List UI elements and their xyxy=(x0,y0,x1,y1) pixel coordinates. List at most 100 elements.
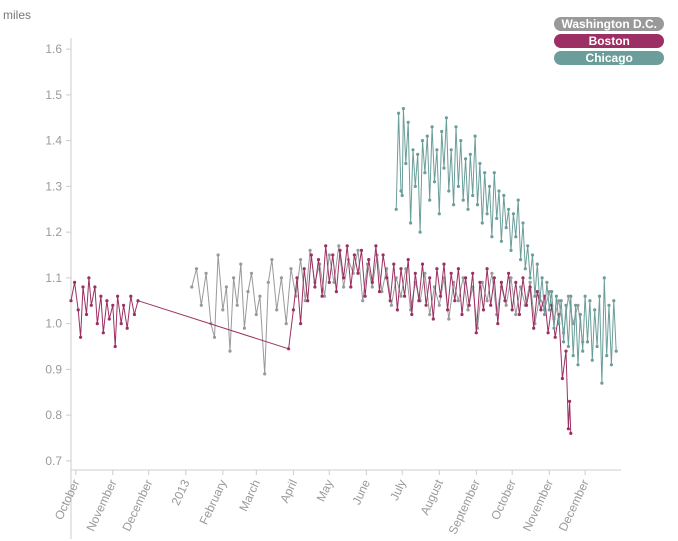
data-point-washington-d-c xyxy=(437,303,441,307)
data-point-chicago xyxy=(554,294,559,298)
data-point-chicago xyxy=(409,221,413,225)
data-point-chicago xyxy=(437,212,441,216)
data-point-boston xyxy=(331,253,335,257)
data-point-washington-d-c xyxy=(399,294,403,298)
data-point-washington-d-c xyxy=(566,294,571,298)
data-point-boston xyxy=(359,248,364,252)
data-point-chicago xyxy=(564,303,568,307)
data-point-boston xyxy=(295,276,299,280)
data-point-chicago xyxy=(538,299,542,303)
data-point-washington-d-c xyxy=(514,312,518,317)
data-point-chicago xyxy=(528,276,532,280)
data-point-boston xyxy=(313,285,317,289)
data-point-washington-d-c xyxy=(216,253,220,257)
data-point-boston xyxy=(363,294,367,298)
data-point-chicago xyxy=(442,166,446,170)
data-point-boston xyxy=(107,317,111,321)
x-tick-label: April xyxy=(277,477,300,505)
y-tick-label: 0.7 xyxy=(45,454,62,468)
data-point-washington-d-c xyxy=(284,322,288,326)
data-point-boston xyxy=(399,267,403,271)
data-point-chicago xyxy=(454,125,458,129)
x-tick-label: December xyxy=(119,477,155,533)
data-point-chicago xyxy=(400,193,404,198)
data-point-boston xyxy=(370,280,374,284)
legend-item-boston[interactable]: Boston xyxy=(554,34,664,48)
data-point-chicago xyxy=(581,349,585,353)
data-point-boston xyxy=(291,308,295,312)
data-point-chicago xyxy=(595,344,599,349)
y-tick-label: 1.2 xyxy=(45,225,62,239)
data-point-boston xyxy=(442,262,446,266)
data-point-boston xyxy=(478,280,482,284)
data-point-washington-d-c xyxy=(547,290,551,294)
data-point-chicago xyxy=(485,212,489,216)
data-point-washington-d-c xyxy=(299,258,303,262)
legend-item-chicago[interactable]: Chicago xyxy=(554,51,664,65)
data-point-chicago xyxy=(447,189,451,193)
data-point-chicago xyxy=(550,290,554,294)
data-point-chicago xyxy=(535,262,539,266)
data-point-chicago xyxy=(557,322,561,326)
data-point-chicago xyxy=(428,198,432,202)
data-point-washington-d-c xyxy=(275,308,279,312)
data-point-chicago xyxy=(478,161,482,166)
data-point-boston xyxy=(136,299,140,303)
data-point-chicago xyxy=(499,239,503,243)
legend-item-washington[interactable]: Washington D.C. xyxy=(554,17,664,31)
data-point-chicago xyxy=(526,244,530,248)
y-tick-label: 1.5 xyxy=(45,88,62,102)
data-point-boston xyxy=(532,326,536,330)
data-point-washington-d-c xyxy=(199,303,203,307)
data-point-boston xyxy=(456,267,460,271)
data-point-chicago xyxy=(590,358,594,362)
data-point-boston xyxy=(535,290,539,294)
data-point-chicago xyxy=(597,294,602,298)
data-point-washington-d-c xyxy=(212,335,217,339)
data-point-boston xyxy=(302,267,306,271)
data-point-washington-d-c xyxy=(404,267,408,271)
data-point-boston xyxy=(89,303,93,307)
data-point-boston xyxy=(569,431,573,435)
data-point-washington-d-c xyxy=(342,285,346,289)
data-point-washington-d-c xyxy=(289,267,293,271)
data-point-chicago xyxy=(401,107,405,111)
x-tick-label: November xyxy=(520,477,556,533)
data-point-washington-d-c xyxy=(194,267,199,271)
data-point-boston xyxy=(503,299,507,303)
data-point-boston xyxy=(93,285,97,289)
data-point-boston xyxy=(316,258,321,262)
x-tick-label: September xyxy=(446,477,483,536)
data-point-boston xyxy=(334,290,338,294)
data-point-washington-d-c xyxy=(485,299,489,303)
data-point-chicago xyxy=(574,303,578,307)
data-point-boston xyxy=(76,308,80,312)
data-point-chicago xyxy=(432,180,437,184)
data-point-boston xyxy=(377,290,382,294)
data-point-chicago xyxy=(547,308,551,312)
data-point-boston xyxy=(413,271,417,275)
y-tick-label: 1.6 xyxy=(45,42,62,56)
data-point-chicago xyxy=(566,344,571,349)
data-point-chicago xyxy=(507,207,511,211)
data-point-washington-d-c xyxy=(190,285,194,289)
series-layer xyxy=(69,107,618,435)
data-point-chicago xyxy=(542,312,547,317)
data-point-boston xyxy=(113,344,117,349)
data-point-chicago xyxy=(600,381,604,385)
data-point-boston xyxy=(524,303,529,307)
data-point-chicago xyxy=(466,207,470,211)
series-line-washington-d-c xyxy=(191,245,584,375)
data-point-boston xyxy=(101,331,105,335)
data-point-boston xyxy=(485,267,489,271)
data-point-chicago xyxy=(588,299,592,303)
data-point-boston xyxy=(388,299,392,303)
data-point-washington-d-c xyxy=(356,248,360,252)
data-point-boston xyxy=(105,299,109,303)
data-point-boston xyxy=(122,303,126,307)
data-point-boston xyxy=(81,285,85,289)
data-point-chicago xyxy=(461,198,465,202)
data-point-chicago xyxy=(399,189,403,193)
data-point-chicago xyxy=(459,139,463,143)
data-point-chicago xyxy=(423,171,427,175)
